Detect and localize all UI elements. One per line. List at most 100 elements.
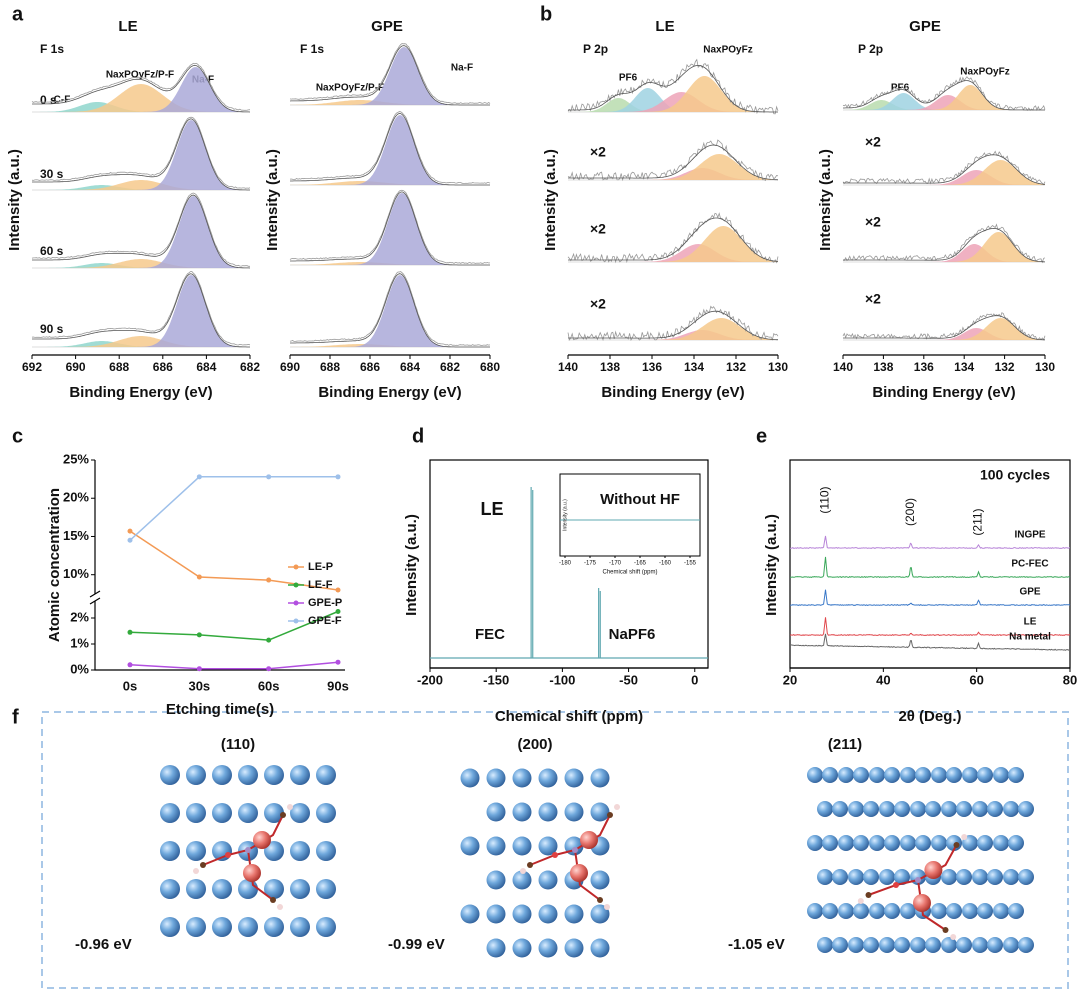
x-axis-label: Binding Energy (eV)	[318, 384, 461, 401]
atom	[264, 879, 284, 899]
atom	[614, 804, 620, 810]
point	[266, 474, 272, 480]
atom	[512, 938, 532, 958]
atom	[486, 768, 506, 788]
inset-frame	[559, 473, 701, 557]
x-axis-label: 2θ (Deg.)	[898, 708, 961, 725]
atom	[460, 768, 480, 788]
envelope	[32, 194, 251, 269]
atom	[950, 934, 957, 940]
fitted-component	[290, 193, 490, 265]
atom	[1003, 801, 1019, 817]
atom	[186, 765, 206, 785]
fitted-component	[32, 185, 250, 190]
atom	[597, 897, 603, 903]
atom	[993, 767, 1009, 783]
series-line	[129, 610, 339, 641]
atom	[160, 917, 180, 937]
atom	[186, 917, 206, 937]
core-level: P 2p	[583, 42, 608, 56]
envelope	[843, 315, 1045, 341]
atom	[910, 801, 926, 817]
atom	[879, 801, 895, 817]
atom	[186, 879, 206, 899]
point	[335, 587, 341, 593]
atom	[238, 879, 258, 899]
xrd-trace	[789, 535, 1071, 550]
atom	[925, 937, 941, 953]
y-axis-label: Atomic concentration	[46, 488, 63, 642]
x-tick-label: 686	[153, 360, 173, 374]
atom	[924, 861, 943, 879]
fitted-component	[568, 318, 778, 340]
x-tick-label: -50	[619, 672, 638, 687]
atom	[253, 831, 271, 849]
xrd-trace	[790, 633, 1070, 651]
atom	[212, 917, 232, 937]
core-level: F 1s	[300, 42, 324, 56]
scale-label: ×2	[865, 134, 881, 150]
y-axis-label: Intensity (a.u.)	[403, 514, 420, 616]
atom	[894, 869, 910, 885]
point	[266, 666, 272, 672]
point	[127, 662, 133, 668]
fitted-component	[32, 336, 250, 347]
atom	[987, 937, 1003, 953]
x-tick-label: 130	[768, 360, 788, 374]
atom	[863, 869, 879, 885]
atom	[316, 917, 336, 937]
atom	[993, 835, 1009, 851]
panel-letter: b	[540, 3, 552, 25]
x-tick-label: 690	[280, 360, 300, 374]
peak-label: (200)	[903, 498, 917, 526]
x-tick-label: 80	[1063, 672, 1077, 687]
atom	[186, 841, 206, 861]
atom	[212, 803, 232, 823]
atom	[590, 870, 610, 890]
atom	[853, 767, 869, 783]
x-tick-label: -150	[483, 672, 509, 687]
atom	[290, 917, 310, 937]
x-tick-label: -100	[549, 672, 575, 687]
facet-label: (110)	[221, 736, 255, 753]
envelope	[568, 144, 779, 181]
x-tick-label: 132	[995, 360, 1015, 374]
peak-label: (110)	[818, 486, 832, 513]
series-label: INGPE	[1014, 530, 1045, 541]
series-line	[129, 530, 339, 591]
energy-label: -0.96 eV	[75, 936, 132, 953]
atom	[848, 801, 864, 817]
core-level: F 1s	[40, 42, 64, 56]
energy-label: -0.99 eV	[388, 936, 445, 953]
envelope	[568, 310, 778, 341]
atom	[915, 767, 931, 783]
atom	[807, 767, 823, 783]
atom	[977, 767, 993, 783]
atom	[879, 937, 895, 953]
atom	[486, 802, 506, 822]
atom	[941, 801, 957, 817]
atom	[238, 803, 258, 823]
atom	[972, 801, 988, 817]
atom	[1008, 903, 1024, 919]
atom	[527, 862, 533, 868]
xrd-trace	[790, 556, 1071, 579]
bond	[574, 849, 601, 901]
legend-marker	[293, 582, 299, 588]
x-tick-label: 138	[600, 360, 620, 374]
fitted-component	[32, 263, 250, 268]
atom	[238, 917, 258, 937]
atom	[290, 765, 310, 785]
raw-spectrum	[289, 189, 491, 264]
series-label: Na metal	[1009, 632, 1051, 643]
raw-spectrum	[31, 192, 250, 267]
x-tick-label: 60	[969, 672, 983, 687]
atom	[1003, 869, 1019, 885]
legend-label: GPE-F	[308, 615, 342, 627]
atom	[538, 870, 558, 890]
atom	[512, 836, 532, 856]
x-tick-label: 682	[240, 360, 260, 374]
fitted-component	[843, 95, 1045, 110]
atom	[1008, 835, 1024, 851]
atom	[245, 847, 251, 853]
